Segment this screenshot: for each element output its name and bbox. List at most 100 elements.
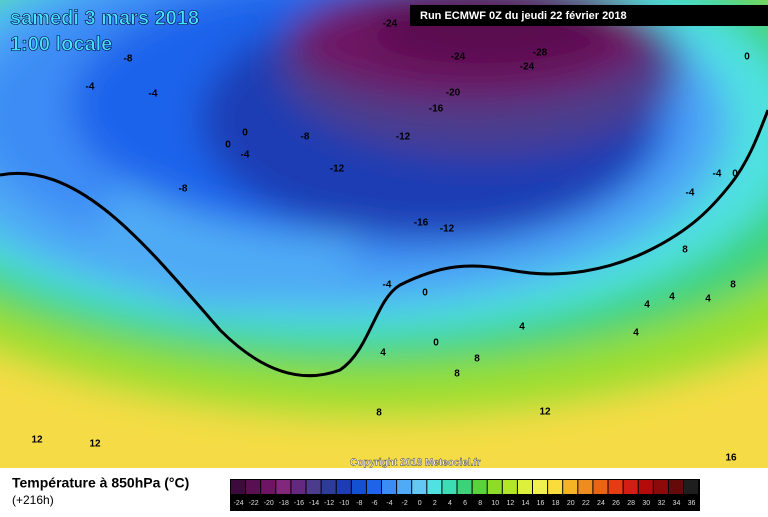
colorbar-label: -2 (402, 500, 408, 507)
date: samedi 3 mars 2018 (10, 7, 199, 29)
colorbar-label: 6 (463, 500, 467, 507)
contour-label: -8 (301, 132, 310, 143)
colorbar-label: -14 (309, 500, 319, 507)
colorbar-swatch (623, 480, 638, 494)
colorbar-label: -4 (386, 500, 392, 507)
colorbar-label: 30 (642, 500, 650, 507)
colorbar-swatch (578, 480, 593, 494)
colorbar-label: 14 (522, 500, 530, 507)
colorbar-label: 18 (552, 500, 560, 507)
colorbar-swatch (276, 480, 291, 494)
colorbar-swatch (261, 480, 276, 494)
contour-label: -24 (520, 62, 535, 73)
copyright: Copyright 2018 Meteociel.fr (350, 458, 481, 469)
contour-label: -4 (241, 150, 250, 161)
lead-time: (+216h) (12, 493, 54, 507)
colorbar-label: -10 (339, 500, 349, 507)
colorbar-swatch (638, 480, 653, 494)
time: 1:00 locale (10, 33, 112, 55)
contour-label: -28 (533, 48, 548, 59)
contour-label: -24 (451, 52, 466, 63)
colorbar-swatch (533, 480, 548, 494)
contour-label: -4 (383, 280, 392, 291)
colorbar-swatch (246, 480, 261, 494)
contour-label: 8 (730, 280, 736, 291)
contour-label: 8 (454, 369, 460, 380)
contour-label: 12 (89, 439, 101, 450)
colorbar-label: 22 (582, 500, 590, 507)
contour-label: 0 (422, 288, 428, 299)
map: -24-24 -28-24-20-16-12-8-4-4-8-12-800-4-1… (0, 0, 768, 469)
contour-label: 0 (242, 128, 248, 139)
colorbar-swatch (382, 480, 397, 494)
colorbar-swatch (517, 480, 532, 494)
colorbar-label: 2 (433, 500, 437, 507)
colorbar-swatch (306, 480, 321, 494)
colorbar-swatch (653, 480, 668, 494)
contour-label: 8 (376, 408, 382, 419)
contour-label: 4 (380, 348, 386, 359)
contour-label: -4 (86, 82, 95, 93)
colorbar-label: -12 (324, 500, 334, 507)
contour-label: 12 (31, 435, 43, 446)
colorbar-swatch (321, 480, 336, 494)
colorbar-label: 8 (478, 500, 482, 507)
colorbar-label: 26 (612, 500, 620, 507)
colorbar-label: 24 (597, 500, 605, 507)
colorbar-label: -24 (233, 500, 243, 507)
contour-label: 0 (225, 140, 231, 151)
colorbar-swatch (502, 480, 517, 494)
contour-label: -24 (383, 19, 398, 30)
contour-label: 4 (633, 328, 639, 339)
contour-label: 8 (474, 354, 480, 365)
contour-label: -12 (330, 164, 345, 175)
contour-label: -4 (149, 89, 158, 100)
contour-label: 16 (725, 453, 737, 464)
contour-label: -12 (440, 224, 455, 235)
contour-label: -16 (414, 218, 429, 229)
contour-label: 4 (705, 294, 711, 305)
colorbar-swatch (336, 480, 351, 494)
colorbar-label: 16 (537, 500, 545, 507)
contour-label: 0 (732, 169, 738, 180)
contour-label: -12 (396, 132, 411, 143)
colorbar-swatch (366, 480, 381, 494)
colorbar-label: 12 (506, 500, 514, 507)
zero-isotherm (0, 109, 768, 378)
colorbar-swatch (351, 480, 366, 494)
colorbar-swatch (684, 480, 699, 494)
contour-label: 12 (539, 407, 551, 418)
colorbar-swatch (442, 480, 457, 494)
contour-label: -8 (179, 184, 188, 195)
colorbar-label: -16 (294, 500, 304, 507)
colorbar-label: 28 (627, 500, 635, 507)
colorbar-swatch (412, 480, 427, 494)
colorbar-swatch (563, 480, 578, 494)
colorbar-label: -18 (279, 500, 289, 507)
colorbar-label: 4 (448, 500, 452, 507)
colorbar-swatch (427, 480, 442, 494)
contour-label: 8 (682, 245, 688, 256)
colorbar-label: -22 (249, 500, 259, 507)
colorbar-swatch (548, 480, 563, 494)
colorbar-label: 36 (688, 500, 696, 507)
colorbar-swatch (291, 480, 306, 494)
colorbar-label: 10 (491, 500, 499, 507)
colorbar-label: 32 (657, 500, 665, 507)
contour-label: 4 (644, 300, 650, 311)
colorbar-label: 0 (418, 500, 422, 507)
colorbar-swatch (668, 480, 683, 494)
contour-labels: -24-24 -28-24-20-16-12-8-4-4-8-12-800-4-1… (31, 19, 750, 464)
colorbar-swatch (593, 480, 608, 494)
colorbar-label: 20 (567, 500, 575, 507)
contour-label: -20 (446, 88, 461, 99)
colorbar-label: -8 (356, 500, 362, 507)
run-box (410, 5, 768, 26)
colorbar-label: -20 (264, 500, 274, 507)
colorbar-swatch (397, 480, 412, 494)
colorbar: -24 -22 -20 -18 -16 -14 -12 -10 -8 -6 -4 -2 0 2 4 6 8 10 1… (231, 480, 699, 507)
colorbar-swatch (608, 480, 623, 494)
colorbar-label: -6 (371, 500, 377, 507)
contour-label: -16 (429, 104, 444, 115)
